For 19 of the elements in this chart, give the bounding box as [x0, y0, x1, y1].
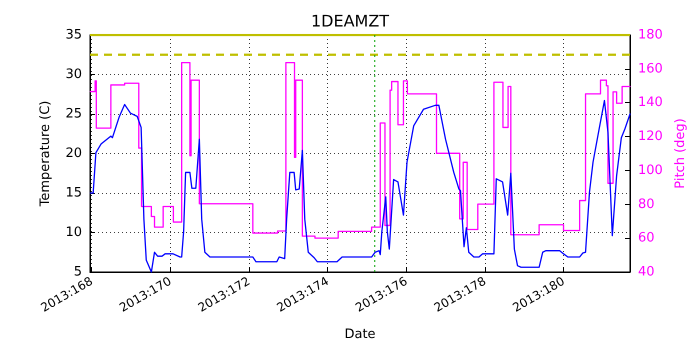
y2-tick-label: 180 [638, 28, 663, 42]
y-tick-label: 35 [65, 28, 82, 42]
y2-tick-label: 160 [638, 61, 663, 76]
y2-tick-label: 80 [638, 196, 655, 212]
y-tick-label: 30 [65, 67, 82, 82]
y2-tick-label: 100 [638, 162, 663, 178]
chart-title: 1DEAMZT [310, 12, 390, 30]
y2-tick-label: 140 [638, 95, 663, 110]
y-axis-title: Temperature (C) [38, 100, 53, 208]
y-tick-label: 10 [65, 225, 82, 240]
y2-tick-label: 120 [638, 129, 663, 144]
x-axis-title: Date [344, 327, 376, 342]
y2-tick-label: 60 [638, 230, 655, 246]
y-tick-label: 5 [74, 264, 82, 280]
y-tick-label: 20 [65, 146, 82, 161]
y2-axis-title: Pitch (deg) [673, 118, 688, 189]
y2-tick-label: 40 [638, 264, 655, 280]
y-tick-label: 15 [65, 186, 82, 200]
y-tick-label: 25 [65, 106, 82, 122]
